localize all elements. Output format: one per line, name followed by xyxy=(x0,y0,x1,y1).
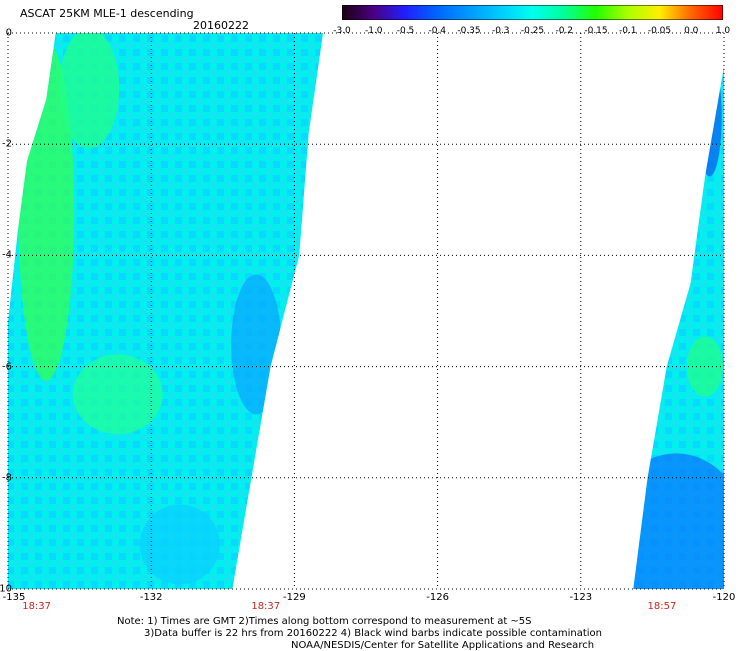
lon-tick-label: -123 xyxy=(569,592,593,603)
lat-tick-label: -4 xyxy=(2,249,12,261)
product-title: ASCAT 25KM MLE-1 descending xyxy=(20,7,194,20)
note-line-3: NOAA/NESDIS/Center for Satellite Applica… xyxy=(291,640,595,651)
lat-tick-label: -2 xyxy=(2,138,12,150)
colorbar-label: 0.0 xyxy=(684,26,699,36)
colorbar-label: -0.3 xyxy=(491,26,510,36)
lat-tick-label: 0 xyxy=(5,27,12,39)
time-label: 18:57 xyxy=(647,601,677,612)
lon-tick-label: -129 xyxy=(283,592,306,603)
colorbar-label: -0.35 xyxy=(457,26,481,36)
product-date: 20160222 xyxy=(193,19,249,32)
wind-field-patch xyxy=(59,33,120,149)
swath-west xyxy=(8,33,324,589)
lon-tick-label: -132 xyxy=(139,592,163,603)
colorbar-label: -0.15 xyxy=(584,26,608,36)
colorbar-label: -0.1 xyxy=(618,26,637,36)
colorbar-label: -0.25 xyxy=(520,26,545,36)
lat-tick-label: -10 xyxy=(0,583,12,595)
colorbar-label: 1.0 xyxy=(715,26,731,36)
lon-tick-label: -135 xyxy=(2,592,26,603)
time-label: 18:37 xyxy=(251,601,281,612)
wind-field-patch xyxy=(633,453,724,590)
note-line-1: Note: 1) Times are GMT 2)Times along bot… xyxy=(117,616,532,627)
wind-field-patch xyxy=(231,274,282,415)
time-label: 18:37 xyxy=(22,601,52,612)
lat-tick-label: -6 xyxy=(2,361,12,373)
lon-tick-label: -126 xyxy=(426,592,449,603)
wind-field-patch xyxy=(72,354,163,435)
lon-tick-label: -120 xyxy=(712,592,736,603)
wind-field-patch xyxy=(139,504,220,585)
colorbar xyxy=(342,5,723,20)
note-line-2: 3)Data buffer is 22 hrs from 20160222 4)… xyxy=(144,628,602,639)
wind-field-patch xyxy=(697,66,722,177)
colorbar-label: -0.4 xyxy=(428,26,447,36)
colorbar-label: -1.0 xyxy=(364,26,383,36)
colorbar-label: -0.2 xyxy=(555,26,574,36)
colorbar-label: -0.5 xyxy=(396,26,415,36)
colorbar-label: -0.05 xyxy=(647,26,672,36)
colorbar-label: -3.0 xyxy=(333,26,351,36)
lat-tick-label: -8 xyxy=(2,472,12,484)
